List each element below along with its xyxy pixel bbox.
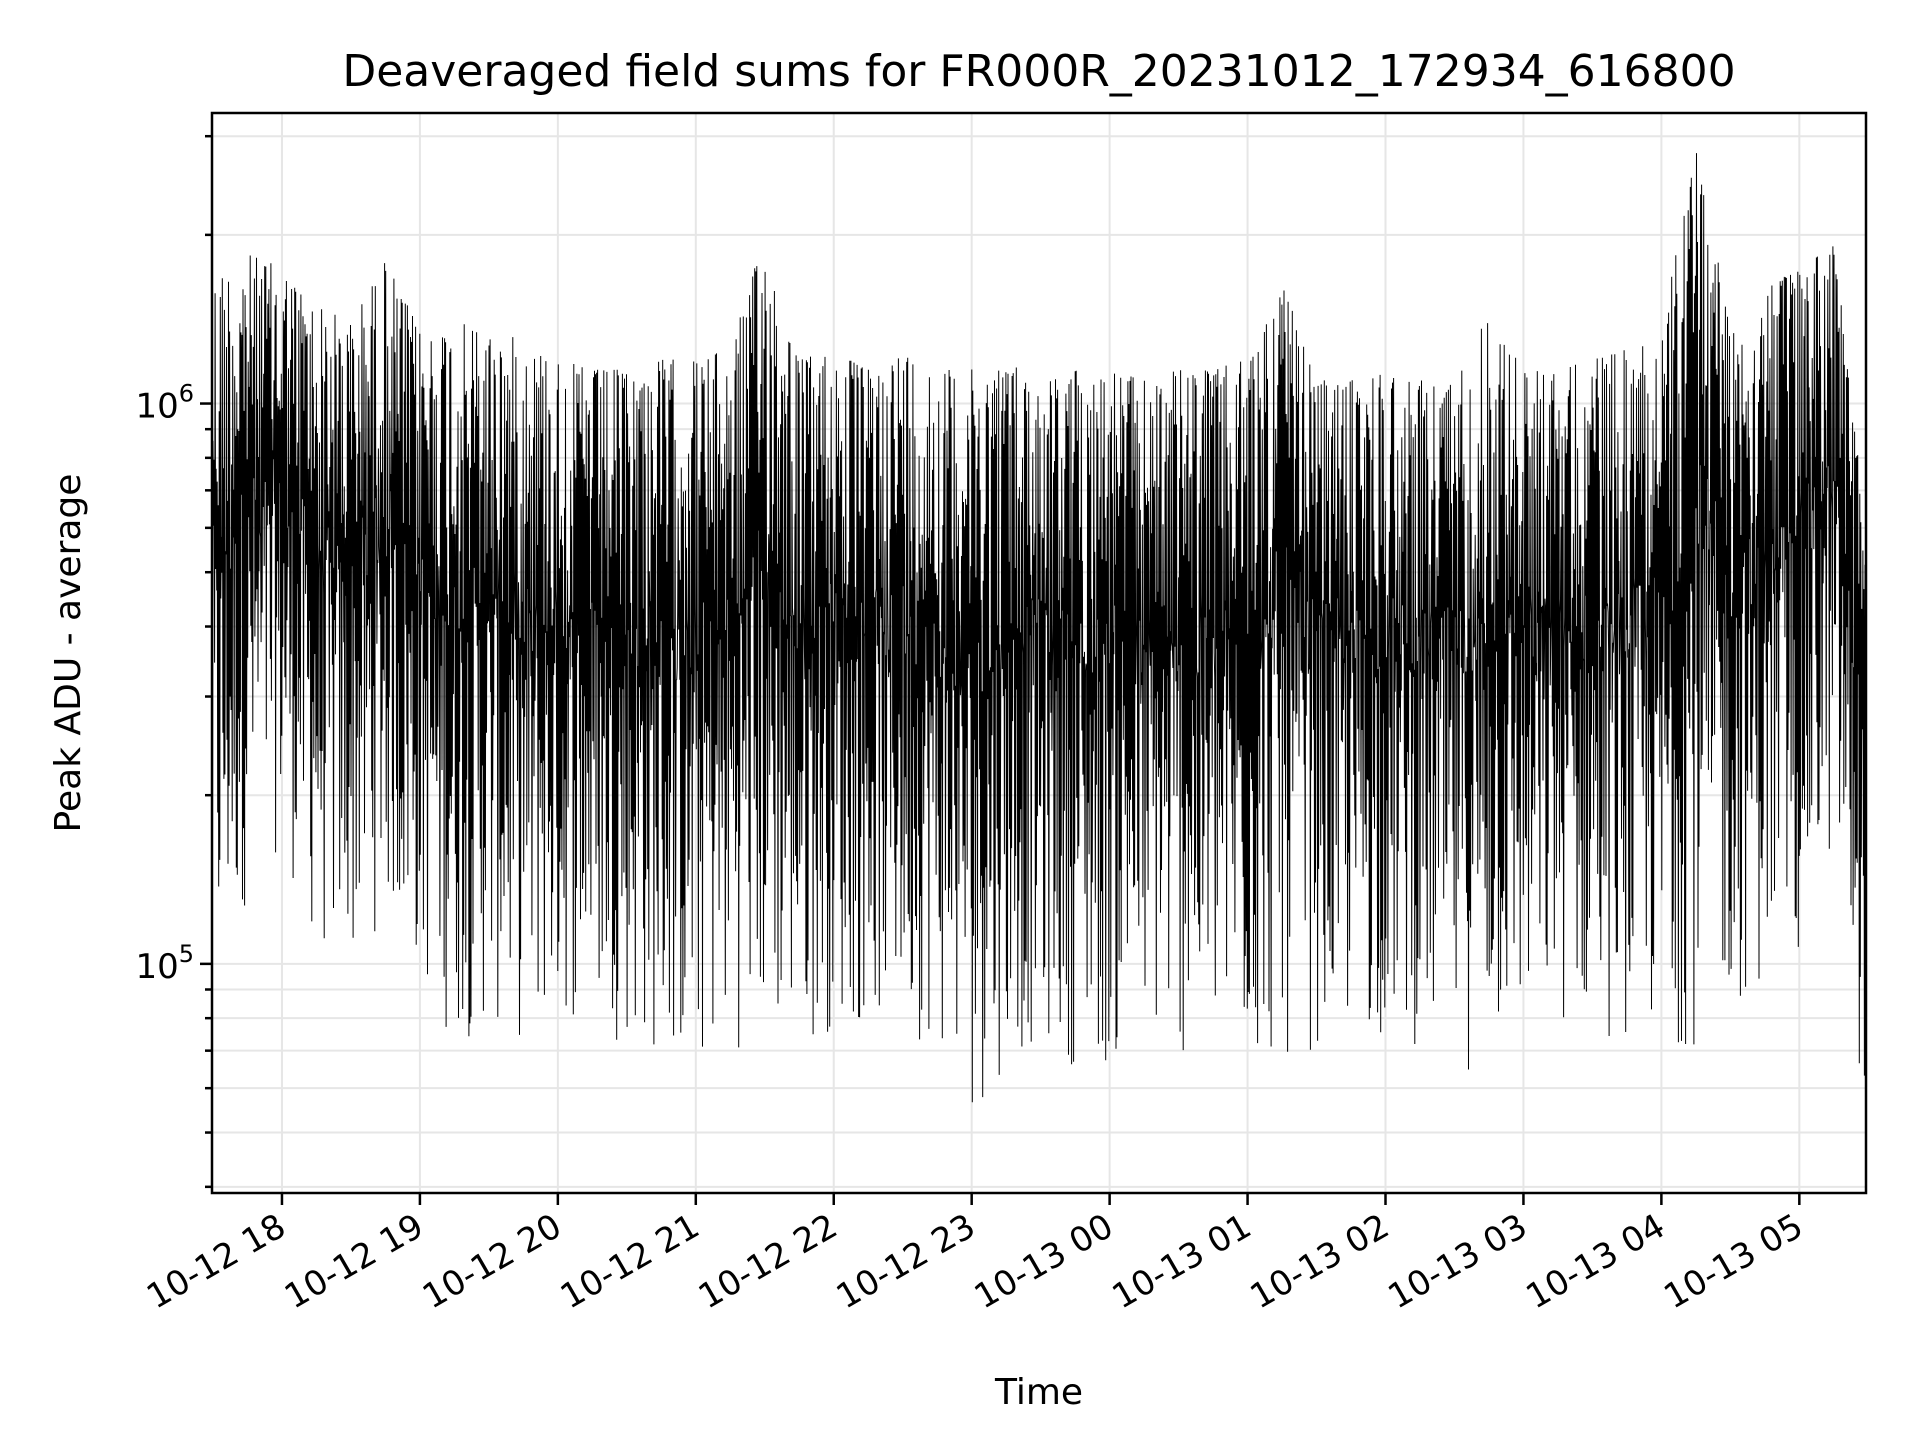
y-axis: 105 106: [135, 134, 212, 1189]
y-tick-label: 105: [135, 940, 194, 987]
x-tick-label: 10-13 00: [968, 1206, 1120, 1317]
x-tick-label: 10-12 22: [692, 1206, 844, 1317]
plot-frame: [210, 111, 1868, 1195]
x-tick-label: 10-12 21: [554, 1206, 706, 1317]
x-tick-label: 10-13 02: [1244, 1206, 1396, 1317]
x-tick-label: 10-13 01: [1106, 1206, 1258, 1317]
x-tick-label: 10-12 18: [140, 1206, 292, 1317]
x-tick-label: 10-12 20: [416, 1206, 568, 1317]
x-tick-label: 10-12 19: [278, 1206, 430, 1317]
x-tick-label: 10-13 05: [1657, 1206, 1809, 1317]
x-tick-label: 10-12 23: [830, 1206, 982, 1317]
x-tick-label: 10-13 03: [1382, 1206, 1534, 1317]
y-tick-label: 106: [135, 380, 194, 427]
x-tick-label: 10-13 04: [1519, 1206, 1671, 1317]
y-axis-label: Peak ADU - average: [48, 474, 89, 833]
chart-title: Deaveraged field sums for FR000R_2023101…: [342, 46, 1735, 97]
x-axis-label: Time: [994, 1372, 1083, 1413]
series-line-peak-adu: [211, 153, 1867, 1103]
